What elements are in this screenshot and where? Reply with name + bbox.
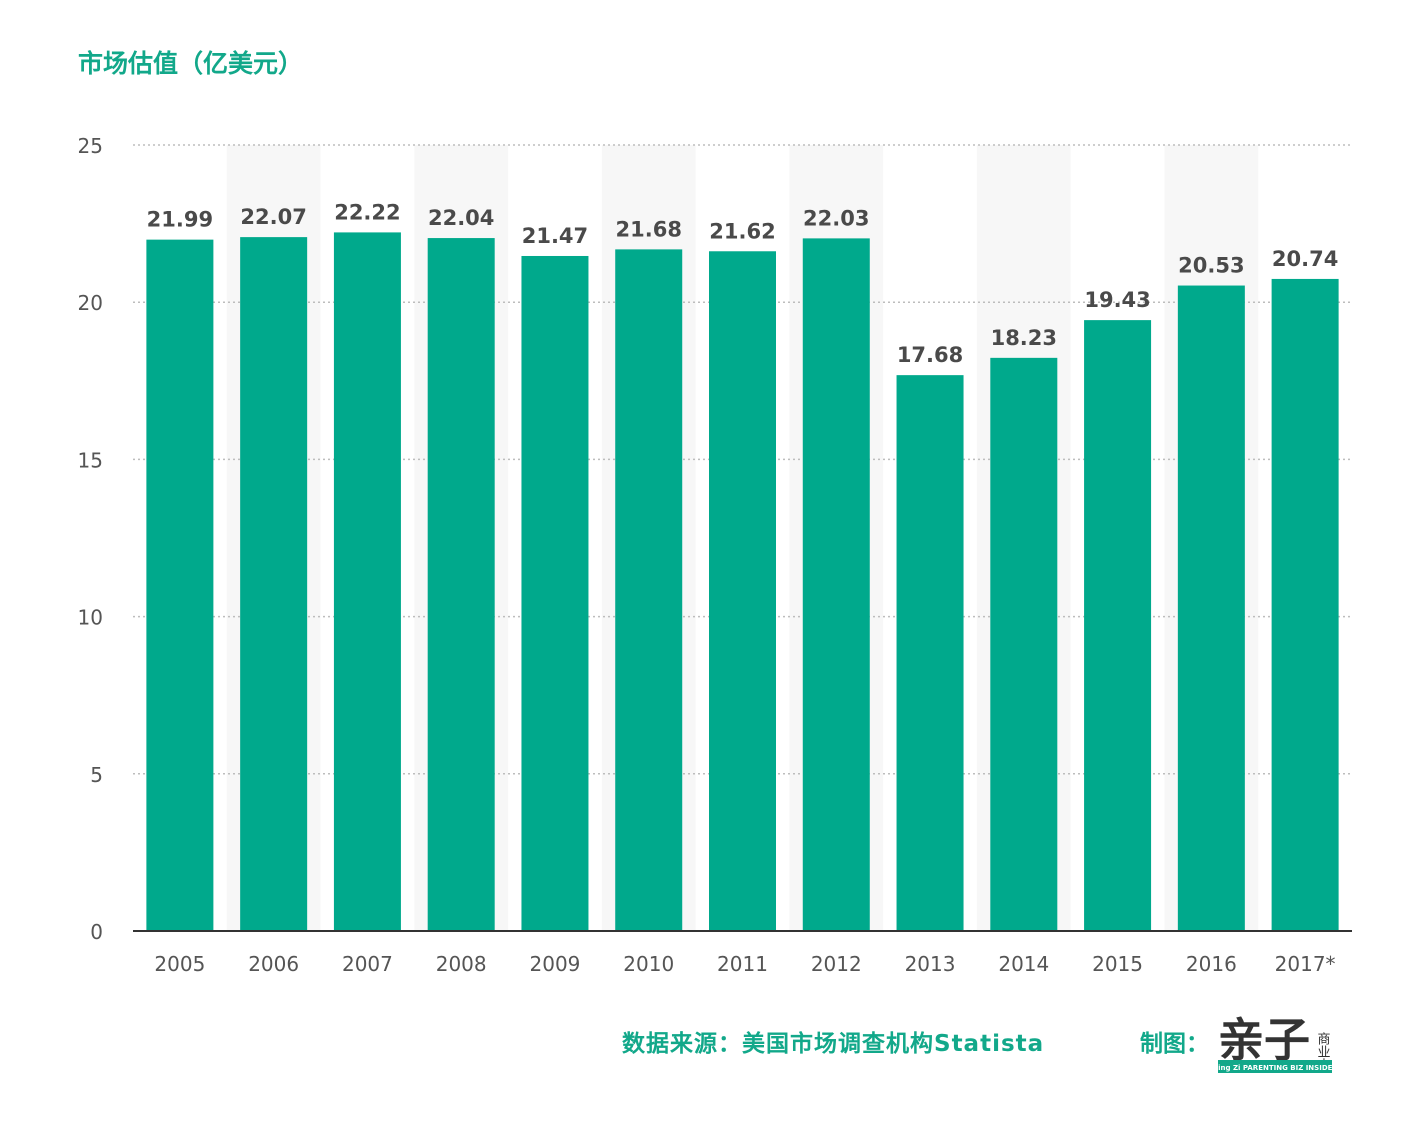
x-tick-label: 2011 [717,952,768,976]
data-label: 22.07 [240,205,306,229]
y-tick-label: 0 [90,920,103,944]
data-label: 17.68 [897,343,963,367]
x-tick-label: 2008 [436,952,487,976]
source-note: 数据来源：美国市场调查机构Statista [622,1031,1045,1057]
x-tick-label: 2012 [811,952,862,976]
data-label: 19.43 [1084,288,1150,312]
data-label: 21.47 [522,224,588,248]
data-label: 22.04 [428,206,494,230]
bar [333,232,401,931]
data-label: 21.99 [147,208,213,232]
y-tick-label: 20 [78,291,103,315]
data-label: 18.23 [991,326,1057,350]
logo-main-text: 亲子 [1218,1013,1310,1067]
y-tick-label: 15 [78,448,103,472]
bar [240,237,308,931]
x-tick-label: 2006 [248,952,299,976]
y-tick-label: 25 [78,134,103,158]
logo-band-text: Qing Zi PARENTING BIZ INSIDER [1218,1064,1332,1072]
x-tick-label: 2015 [1092,952,1143,976]
data-label: 21.62 [709,219,775,243]
data-label: 22.03 [803,206,869,230]
bar [896,375,964,931]
x-tick-label: 2013 [905,952,956,976]
bar [427,238,495,932]
x-axis-ticks: 2005 2006 2007 2008 2009 2010 2011 2012 2013 2014… [154,952,1335,976]
data-label: 20.53 [1178,254,1244,278]
x-tick-label: 2014 [998,952,1049,976]
data-label: 20.74 [1272,247,1338,271]
data-label: 21.68 [616,217,682,241]
credit-label: 制图： [1140,1031,1209,1057]
brand-logo: 亲子 商业志 Qing Zi PARENTING BIZ INSIDER [1218,1013,1332,1073]
y-tick-label: 5 [90,763,103,787]
y-tick-label: 10 [78,606,103,630]
data-label: 22.22 [334,200,400,224]
bar [1271,278,1339,931]
bar-chart: 0 5 10 15 20 25 21.99 22.07 22.22 22.04 21.47 21.6… [78,134,1352,976]
bar [709,251,776,931]
y-axis-ticks: 0 5 10 15 20 25 [78,134,103,944]
bar [1084,320,1152,931]
bars [146,232,1339,932]
bar [615,249,683,931]
x-tick-label: 2016 [1186,952,1237,976]
bar [146,239,214,931]
bar [990,357,1058,932]
x-tick-label: 2017* [1275,952,1336,976]
chart-title: 市场估值（亿美元） [78,49,304,78]
x-tick-label: 2009 [530,952,581,976]
bar [802,238,870,931]
x-tick-label: 2005 [154,952,205,976]
bar [521,255,589,931]
x-tick-label: 2010 [623,952,674,976]
logo-band [1218,1060,1332,1073]
bar [1177,285,1245,931]
x-tick-label: 2007 [342,952,393,976]
value-labels: 21.99 22.07 22.22 22.04 21.47 21.68 21.62 22.03… [147,200,1339,367]
